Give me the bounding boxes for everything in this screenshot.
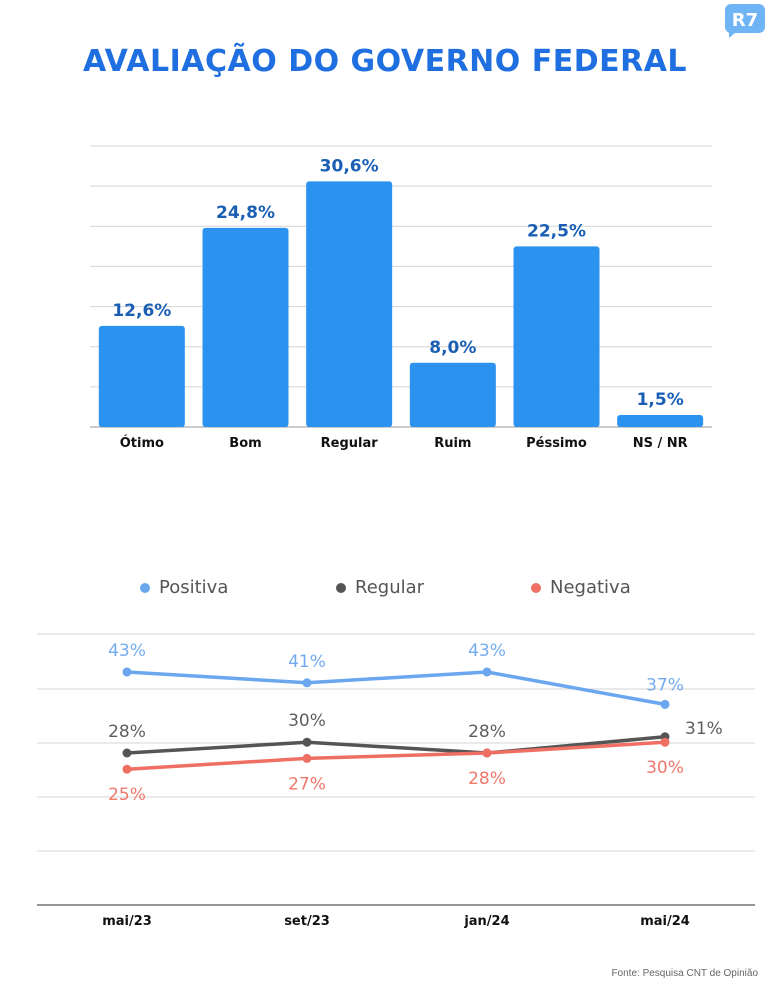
bar-value-label: 30,6% bbox=[320, 156, 379, 176]
bar-category-label: NS / NR bbox=[633, 436, 688, 451]
bar-4 bbox=[513, 246, 600, 427]
point-positiva bbox=[122, 667, 132, 677]
line-chart-legend: Positiva Regular Negativa bbox=[0, 577, 770, 601]
x-tick-label: mai/23 bbox=[102, 914, 152, 929]
page-title: AVALIAÇÃO DO GOVERNO FEDERAL bbox=[82, 44, 688, 79]
data-label-regular: 30% bbox=[288, 711, 326, 731]
data-label-regular: 31% bbox=[685, 719, 723, 739]
bar-value-label: 12,6% bbox=[112, 301, 171, 321]
bar-5 bbox=[617, 414, 704, 427]
point-regular bbox=[302, 737, 312, 747]
r7-logo: R7 bbox=[725, 4, 765, 38]
point-positiva bbox=[482, 667, 492, 677]
legend-label: Negativa bbox=[550, 577, 631, 598]
data-label-negativa: 27% bbox=[288, 774, 326, 794]
legend-item-negativa: Negativa bbox=[531, 577, 631, 598]
point-negativa bbox=[482, 748, 492, 758]
data-label-negativa: 28% bbox=[468, 769, 506, 789]
data-label-positiva: 43% bbox=[108, 641, 146, 661]
point-positiva bbox=[660, 699, 670, 709]
series-line-regular bbox=[126, 735, 666, 755]
x-tick-label: set/23 bbox=[284, 914, 330, 929]
point-positiva bbox=[302, 678, 312, 688]
x-tick-label: mai/24 bbox=[640, 914, 690, 929]
point-negativa bbox=[302, 753, 312, 763]
logo-text: R7 bbox=[732, 10, 758, 31]
line-chart: mai/23 set/23 jan/24 mai/24 43% 41% 43% 37% 28% 3… bbox=[37, 633, 755, 929]
bar-category-label: Péssimo bbox=[526, 436, 587, 451]
data-label-positiva: 41% bbox=[288, 652, 326, 672]
data-label-regular: 28% bbox=[108, 722, 146, 742]
bar-value-label: 8,0% bbox=[429, 338, 476, 358]
source-note: Fonte: Pesquisa CNT de Opinião bbox=[611, 968, 758, 979]
legend-dot-regular bbox=[336, 582, 346, 593]
bar-value-label: 1,5% bbox=[637, 390, 684, 410]
series-line-negativa bbox=[126, 740, 666, 771]
x-tick-label: jan/24 bbox=[463, 914, 509, 929]
bar-category-label: Regular bbox=[321, 436, 379, 451]
legend-item-positiva: Positiva bbox=[140, 577, 228, 598]
point-negativa bbox=[122, 764, 132, 774]
data-label-negativa: 30% bbox=[646, 758, 684, 778]
bar-value-label: 22,5% bbox=[527, 221, 586, 241]
point-negativa bbox=[660, 737, 670, 747]
bar-0 bbox=[98, 325, 185, 427]
point-regular bbox=[122, 748, 132, 758]
data-label-regular: 28% bbox=[468, 722, 506, 742]
legend-dot-negativa bbox=[531, 582, 541, 593]
bar-category-label: Ruim bbox=[434, 436, 471, 451]
legend-label: Positiva bbox=[159, 577, 229, 598]
bar-category-label: Bom bbox=[229, 436, 261, 451]
bar-2 bbox=[306, 181, 393, 427]
bar-1 bbox=[202, 227, 289, 427]
bar-value-label: 24,8% bbox=[216, 203, 275, 223]
series-line-positiva bbox=[126, 670, 666, 707]
data-label-positiva: 37% bbox=[646, 675, 684, 695]
legend-item-regular: Regular bbox=[336, 577, 424, 598]
bar-3 bbox=[409, 362, 496, 427]
legend-label: Regular bbox=[355, 577, 425, 598]
bar-chart: 12,6% Ótimo 24,8% Bom 30,6% Regular 8,0% Ruim 22… bbox=[90, 145, 712, 451]
legend-dot-positiva bbox=[140, 582, 150, 593]
data-label-negativa: 25% bbox=[108, 785, 146, 805]
data-label-positiva: 43% bbox=[468, 641, 506, 661]
bar-category-label: Ótimo bbox=[120, 435, 164, 451]
